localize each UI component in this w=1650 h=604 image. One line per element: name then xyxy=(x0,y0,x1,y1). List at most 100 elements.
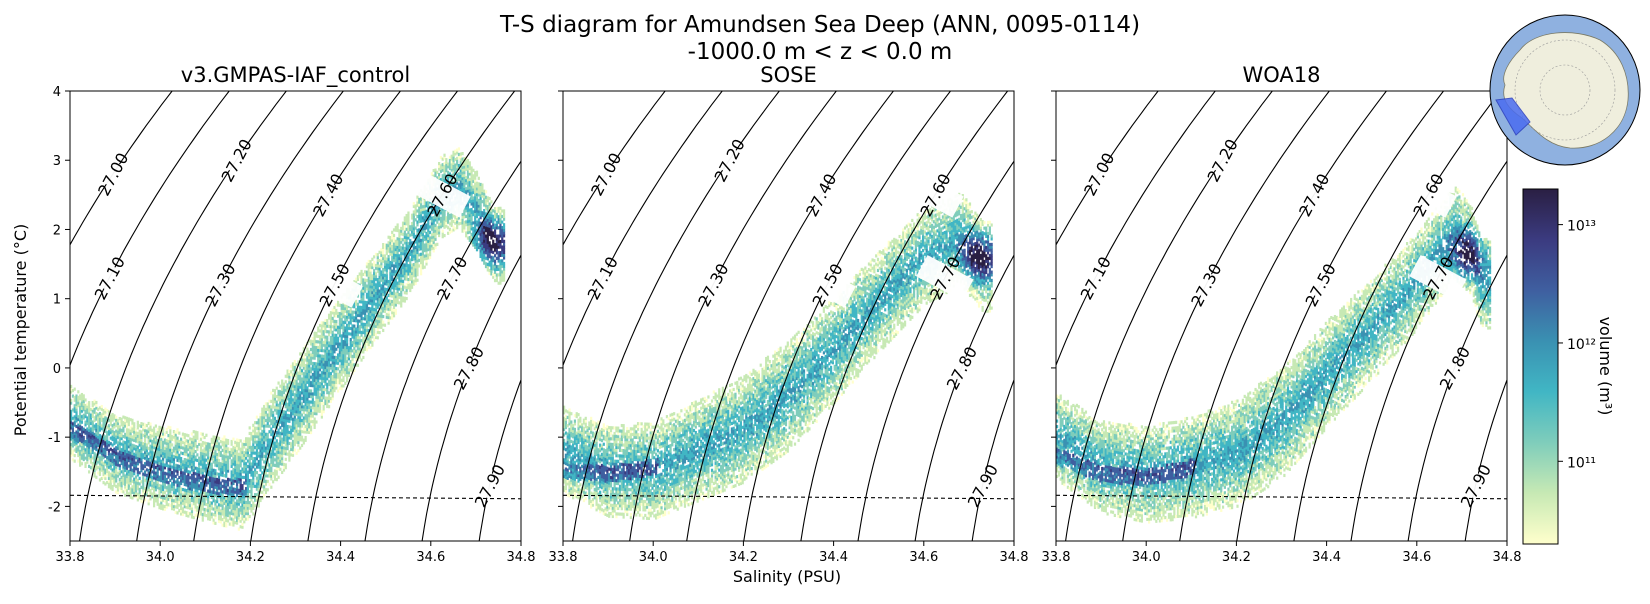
heatmap-cell xyxy=(306,391,309,396)
heatmap-cell xyxy=(136,478,139,483)
heatmap-cell xyxy=(297,410,300,414)
heatmap-cell xyxy=(246,459,249,463)
heatmap-cell xyxy=(409,233,412,237)
heatmap-cell xyxy=(331,341,334,345)
heatmap-cell xyxy=(176,497,179,501)
heatmap-cell xyxy=(79,452,82,456)
heatmap-cell xyxy=(163,480,167,484)
heatmap-cell xyxy=(138,454,141,458)
heatmap-cell xyxy=(97,427,100,431)
heatmap-cell xyxy=(252,434,255,438)
heatmap-cell xyxy=(329,352,332,356)
heatmap-cell xyxy=(270,430,273,434)
heatmap-cell xyxy=(297,418,300,422)
heatmap-cell xyxy=(107,451,111,456)
heatmap-cell xyxy=(230,517,233,521)
heatmap-cell xyxy=(235,521,239,525)
heatmap-cell xyxy=(93,424,96,428)
heatmap-cell xyxy=(385,290,388,294)
heatmap-cell xyxy=(145,457,148,461)
heatmap-cell xyxy=(252,440,255,444)
heatmap-cell xyxy=(284,430,287,434)
heatmap-cell xyxy=(145,487,148,491)
heatmap-cell xyxy=(217,478,221,482)
heatmap-cell xyxy=(189,476,192,480)
heatmap-cell xyxy=(284,432,287,436)
heatmap-cell xyxy=(180,462,183,466)
heatmap-cell xyxy=(198,439,201,444)
heatmap-cell xyxy=(263,468,266,472)
heatmap-cell xyxy=(288,419,291,423)
heatmap-cell xyxy=(178,431,181,435)
heatmap-cell xyxy=(243,500,246,504)
heatmap-cell xyxy=(392,242,396,246)
heatmap-cell xyxy=(400,273,403,278)
heatmap-cell xyxy=(235,460,239,464)
heatmap-cell xyxy=(317,329,320,333)
heatmap-cell xyxy=(338,317,341,321)
heatmap-cell xyxy=(151,481,154,485)
heatmap-cell xyxy=(214,516,217,520)
heatmap-cell xyxy=(234,462,237,467)
heatmap-cell xyxy=(176,478,179,482)
heatmap-cell xyxy=(165,486,168,490)
heatmap-cell xyxy=(165,494,168,498)
heatmap-cell xyxy=(398,256,401,261)
heatmap-cell xyxy=(378,325,381,329)
heatmap-cell xyxy=(419,211,423,215)
heatmap-cell xyxy=(308,361,311,365)
heatmap-cell xyxy=(176,472,179,476)
heatmap-cell xyxy=(160,484,163,488)
heatmap-cell xyxy=(309,414,313,418)
heatmap-cell xyxy=(331,394,334,398)
heatmap-cell xyxy=(70,384,73,389)
heatmap-cell xyxy=(235,482,239,486)
heatmap-cell xyxy=(257,435,260,439)
heatmap-cell xyxy=(421,210,424,214)
heatmap-cell xyxy=(230,503,233,507)
heatmap-cell xyxy=(295,437,298,442)
heatmap-cell xyxy=(158,450,161,454)
heatmap-cell xyxy=(427,223,430,227)
heatmap-cell xyxy=(91,412,94,416)
heatmap-cell xyxy=(373,321,376,325)
heatmap-cell xyxy=(333,377,336,382)
heatmap-cell xyxy=(320,360,323,364)
heatmap-cell xyxy=(214,494,217,498)
heatmap-cell xyxy=(291,442,295,446)
heatmap-cell xyxy=(318,393,322,397)
heatmap-cell xyxy=(73,442,76,447)
heatmap-cell xyxy=(382,309,385,313)
heatmap-cell xyxy=(237,452,240,456)
heatmap-cell xyxy=(226,458,230,462)
heatmap-cell xyxy=(400,248,403,253)
heatmap-cell xyxy=(199,454,203,458)
heatmap-cell xyxy=(234,446,237,450)
heatmap-cell xyxy=(344,367,347,372)
heatmap-cell xyxy=(152,440,156,444)
heatmap-cell xyxy=(409,241,412,246)
heatmap-cell xyxy=(385,307,388,311)
heatmap-cell xyxy=(414,251,417,255)
heatmap-cell xyxy=(421,263,424,267)
heatmap-cell xyxy=(89,455,93,459)
heatmap-cell xyxy=(382,254,385,258)
heatmap-cell xyxy=(356,347,360,351)
heatmap-cell xyxy=(176,458,179,462)
heatmap-cell xyxy=(374,297,378,301)
heatmap-cell xyxy=(241,448,244,452)
heatmap-cell xyxy=(261,454,264,458)
heatmap-cell xyxy=(217,472,221,476)
heatmap-cell xyxy=(221,504,224,508)
heatmap-cell xyxy=(252,501,255,505)
heatmap-cell xyxy=(113,480,116,484)
heatmap-cell xyxy=(313,356,316,360)
heatmap-cell xyxy=(214,458,217,462)
heatmap-cell xyxy=(412,268,415,272)
heatmap-cell xyxy=(145,459,148,464)
heatmap-cell xyxy=(344,329,347,333)
heatmap-cell xyxy=(221,462,224,466)
heatmap-cell xyxy=(302,363,305,367)
heatmap-cell xyxy=(318,359,322,364)
heatmap-cell xyxy=(254,437,257,441)
